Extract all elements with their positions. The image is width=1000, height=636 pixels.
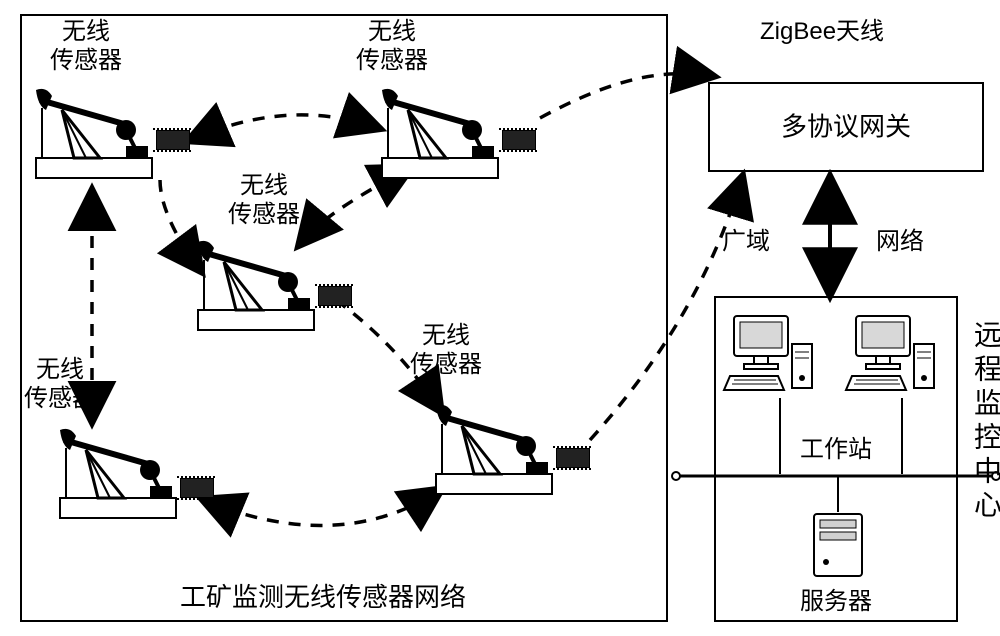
- sensor-chip-icon: [556, 448, 590, 468]
- pumpjack-icon: [434, 396, 554, 496]
- sensor-chip-icon: [318, 286, 352, 306]
- pumpjack-icon: [34, 80, 154, 180]
- sensor-label: 无线 传感器: [356, 18, 428, 76]
- sensor-network-title: 工矿监测无线传感器网络: [180, 582, 466, 613]
- sensor-label: 无线 传感器: [50, 18, 122, 76]
- pumpjack-icon: [196, 232, 316, 332]
- server-label: 服务器: [716, 588, 956, 617]
- pumpjack-icon: [58, 420, 178, 520]
- sensor-label: 无线 传感器: [24, 356, 96, 414]
- sensor-chip-icon: [180, 478, 214, 498]
- wan-label-right: 网络: [876, 228, 924, 257]
- remote-monitoring-center-box: 工作站 服务器: [714, 296, 958, 622]
- zigbee-antenna-label: ZigBee天线: [760, 18, 884, 47]
- sensor-chip-icon: [156, 130, 190, 150]
- multi-protocol-gateway-box: 多协议网关: [708, 82, 984, 172]
- sensor-chip-icon: [502, 130, 536, 150]
- sensor-label: 无线 传感器: [228, 172, 300, 230]
- sensor-label: 无线 传感器: [410, 322, 482, 380]
- workstation-label: 工作站: [716, 436, 956, 465]
- wan-label-left: 广域: [722, 228, 770, 257]
- pumpjack-icon: [380, 80, 500, 180]
- gateway-label: 多协议网关: [710, 111, 982, 142]
- remote-center-title: 远程监控中心: [966, 320, 1000, 524]
